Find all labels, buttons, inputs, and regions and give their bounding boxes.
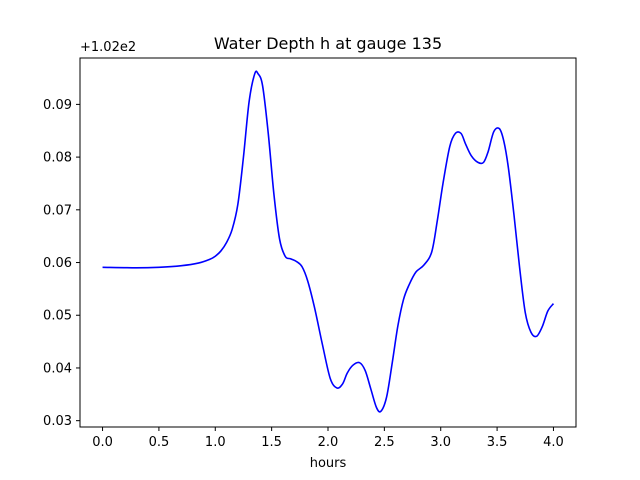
x-tick-label: 3.5 [487,435,508,450]
y-tick-label: 0.07 [43,203,72,218]
y-tick-label: 0.03 [43,414,72,429]
x-tick-label: 0.5 [149,435,170,450]
chart-title: Water Depth h at gauge 135 [214,34,442,53]
x-tick-label: 4.0 [543,435,564,450]
series-line-0 [102,70,555,413]
x-axis: 0.0 0.5 1.0 1.5 2.0 2.5 3.0 3.5 4.0 [92,427,564,450]
x-tick-label: 3.0 [430,435,451,450]
y-tick-label: 0.06 [43,256,72,271]
x-tick-label: 1.5 [261,435,282,450]
x-tick-label: 2.0 [318,435,339,450]
y-tick-label: 0.04 [43,361,72,376]
x-tick-label: 2.5 [374,435,395,450]
plot-area [102,70,555,413]
x-axis-label: hours [310,456,347,471]
y-tick-label: 0.08 [43,151,72,166]
y-tick-label: 0.09 [43,98,72,113]
y-axis: 0.03 0.04 0.05 0.06 0.07 0.08 0.09 [43,98,80,429]
x-tick-label: 1.0 [205,435,226,450]
y-tick-label: 0.05 [43,309,72,324]
x-tick-label: 0.0 [92,435,113,450]
y-offset-text: +1.02e2 [80,40,136,55]
